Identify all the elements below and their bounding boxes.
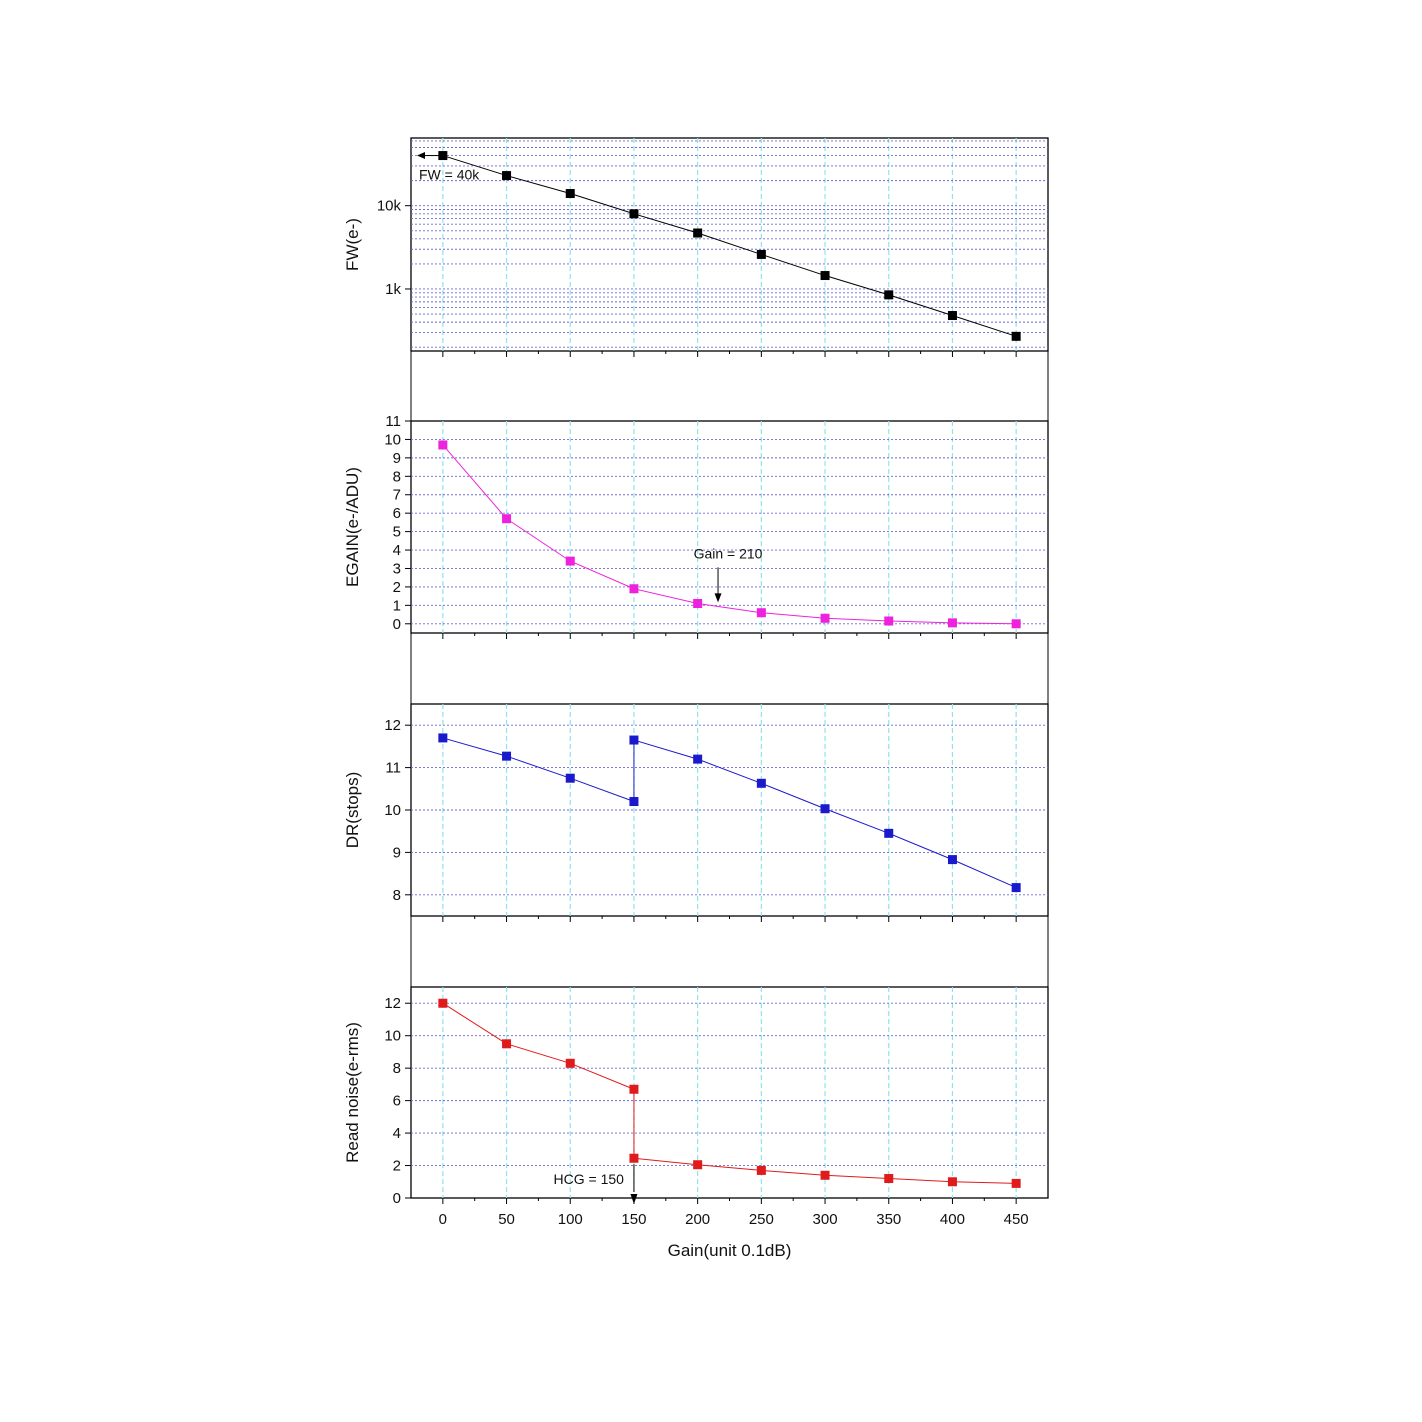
data-point-read-noise — [565, 1058, 575, 1068]
y-tick-label: 4 — [393, 1125, 401, 1142]
y-axis-title-fw: FW(e-) — [343, 218, 362, 271]
data-point-read-noise — [884, 1174, 894, 1184]
data-point-read-noise — [629, 1153, 639, 1163]
y-tick-label: 11 — [385, 413, 401, 430]
y-tick-label: 6 — [393, 505, 401, 522]
data-point-dr — [438, 733, 448, 743]
data-point-fw — [756, 249, 766, 259]
y-tick-label: 0 — [393, 1190, 401, 1207]
annotation-label-egain: Gain = 210 — [694, 545, 763, 561]
x-axis-title: Gain(unit 0.1dB) — [668, 1241, 792, 1260]
data-point-read-noise — [438, 998, 448, 1008]
y-tick-label: 10 — [384, 431, 401, 448]
series-line-egain — [442, 444, 1017, 625]
data-series — [438, 151, 1021, 1188]
annotation-label-read-noise: HCG = 150 — [554, 1171, 625, 1187]
data-point-read-noise — [820, 1170, 830, 1180]
data-point-egain — [820, 613, 830, 623]
data-point-fw — [947, 311, 957, 321]
data-point-fw — [884, 290, 894, 300]
y-tick-label: 1k — [385, 281, 401, 298]
data-point-dr — [693, 754, 703, 764]
series-line-dr — [442, 737, 1017, 889]
y-tick-label: 8 — [393, 887, 401, 904]
x-tick-label: 50 — [498, 1211, 515, 1228]
y-axis-title-egain: EGAIN(e-/ADU) — [343, 467, 362, 587]
data-point-read-noise — [502, 1039, 512, 1049]
y-tick-label: 0 — [393, 616, 401, 633]
data-point-fw — [438, 151, 448, 161]
data-point-read-noise — [1011, 1178, 1021, 1188]
data-point-dr — [756, 778, 766, 788]
data-point-egain — [1011, 619, 1021, 629]
data-point-read-noise — [693, 1160, 703, 1170]
y-tick-label: 10k — [377, 198, 402, 215]
data-point-dr — [629, 797, 639, 807]
y-axis-title-read-noise: Read noise(e-rms) — [343, 1022, 362, 1163]
data-point-egain — [565, 556, 575, 566]
data-point-fw — [502, 171, 512, 181]
data-point-dr — [1011, 883, 1021, 893]
data-point-egain — [693, 599, 703, 609]
y-tick-label: 9 — [393, 844, 401, 861]
data-point-dr — [820, 804, 830, 814]
x-tick-label: 300 — [813, 1211, 838, 1228]
data-point-egain — [884, 616, 894, 626]
data-point-fw — [820, 271, 830, 281]
data-point-read-noise — [947, 1177, 957, 1187]
data-point-egain — [502, 514, 512, 524]
y-tick-label: 6 — [393, 1093, 401, 1110]
data-point-egain — [756, 608, 766, 618]
series-line-fw — [442, 155, 1017, 337]
x-tick-label: 350 — [876, 1211, 901, 1228]
y-tick-label: 9 — [393, 450, 401, 467]
y-tick-label: 12 — [384, 995, 401, 1012]
y-axis-title-dr: DR(stops) — [343, 772, 362, 849]
data-point-fw — [629, 209, 639, 219]
annotation-arrowhead — [417, 152, 425, 160]
series-line-read-noise — [442, 1002, 1017, 1184]
y-tick-label: 5 — [393, 524, 401, 541]
y-tick-label: 2 — [393, 579, 401, 596]
data-point-fw — [565, 189, 575, 199]
annotation-label-fw: FW = 40k — [419, 167, 480, 183]
data-point-fw — [1011, 331, 1021, 341]
x-tick-label: 200 — [685, 1211, 710, 1228]
data-point-egain — [438, 440, 448, 450]
x-tick-label: 150 — [621, 1211, 646, 1228]
annotation-arrowhead — [714, 593, 722, 603]
grid-lines — [411, 138, 1048, 1198]
x-tick-label: 250 — [749, 1211, 774, 1228]
x-tick-label: 100 — [558, 1211, 583, 1228]
x-tick-label: 400 — [940, 1211, 965, 1228]
x-tick-label: 0 — [439, 1211, 447, 1228]
y-tick-label: 8 — [393, 468, 401, 485]
annotations: FW = 40k Gain = 210 HCG = 150 — [417, 152, 763, 1204]
y-tick-label: 3 — [393, 560, 401, 577]
x-tick-label: 450 — [1004, 1211, 1029, 1228]
y-tick-label: 11 — [385, 760, 401, 777]
data-point-dr — [947, 855, 957, 865]
y-tick-label: 10 — [384, 802, 401, 819]
data-point-read-noise — [756, 1165, 766, 1175]
data-point-dr — [884, 828, 894, 838]
axes: 1k10kFW(e-)01234567891011EGAIN(e-/ADU)89… — [343, 198, 1029, 1228]
data-point-egain — [629, 584, 639, 594]
y-tick-label: 4 — [393, 542, 401, 559]
data-point-read-noise — [629, 1084, 639, 1094]
data-point-dr — [565, 773, 575, 783]
y-tick-label: 1 — [393, 597, 401, 614]
y-tick-label: 12 — [384, 717, 401, 734]
y-tick-label: 7 — [393, 487, 401, 504]
data-point-dr — [629, 735, 639, 745]
y-tick-label: 2 — [393, 1158, 401, 1175]
y-tick-label: 10 — [384, 1028, 401, 1045]
y-tick-label: 8 — [393, 1060, 401, 1077]
data-point-egain — [947, 618, 957, 628]
data-point-dr — [502, 751, 512, 761]
data-point-fw — [693, 228, 703, 238]
